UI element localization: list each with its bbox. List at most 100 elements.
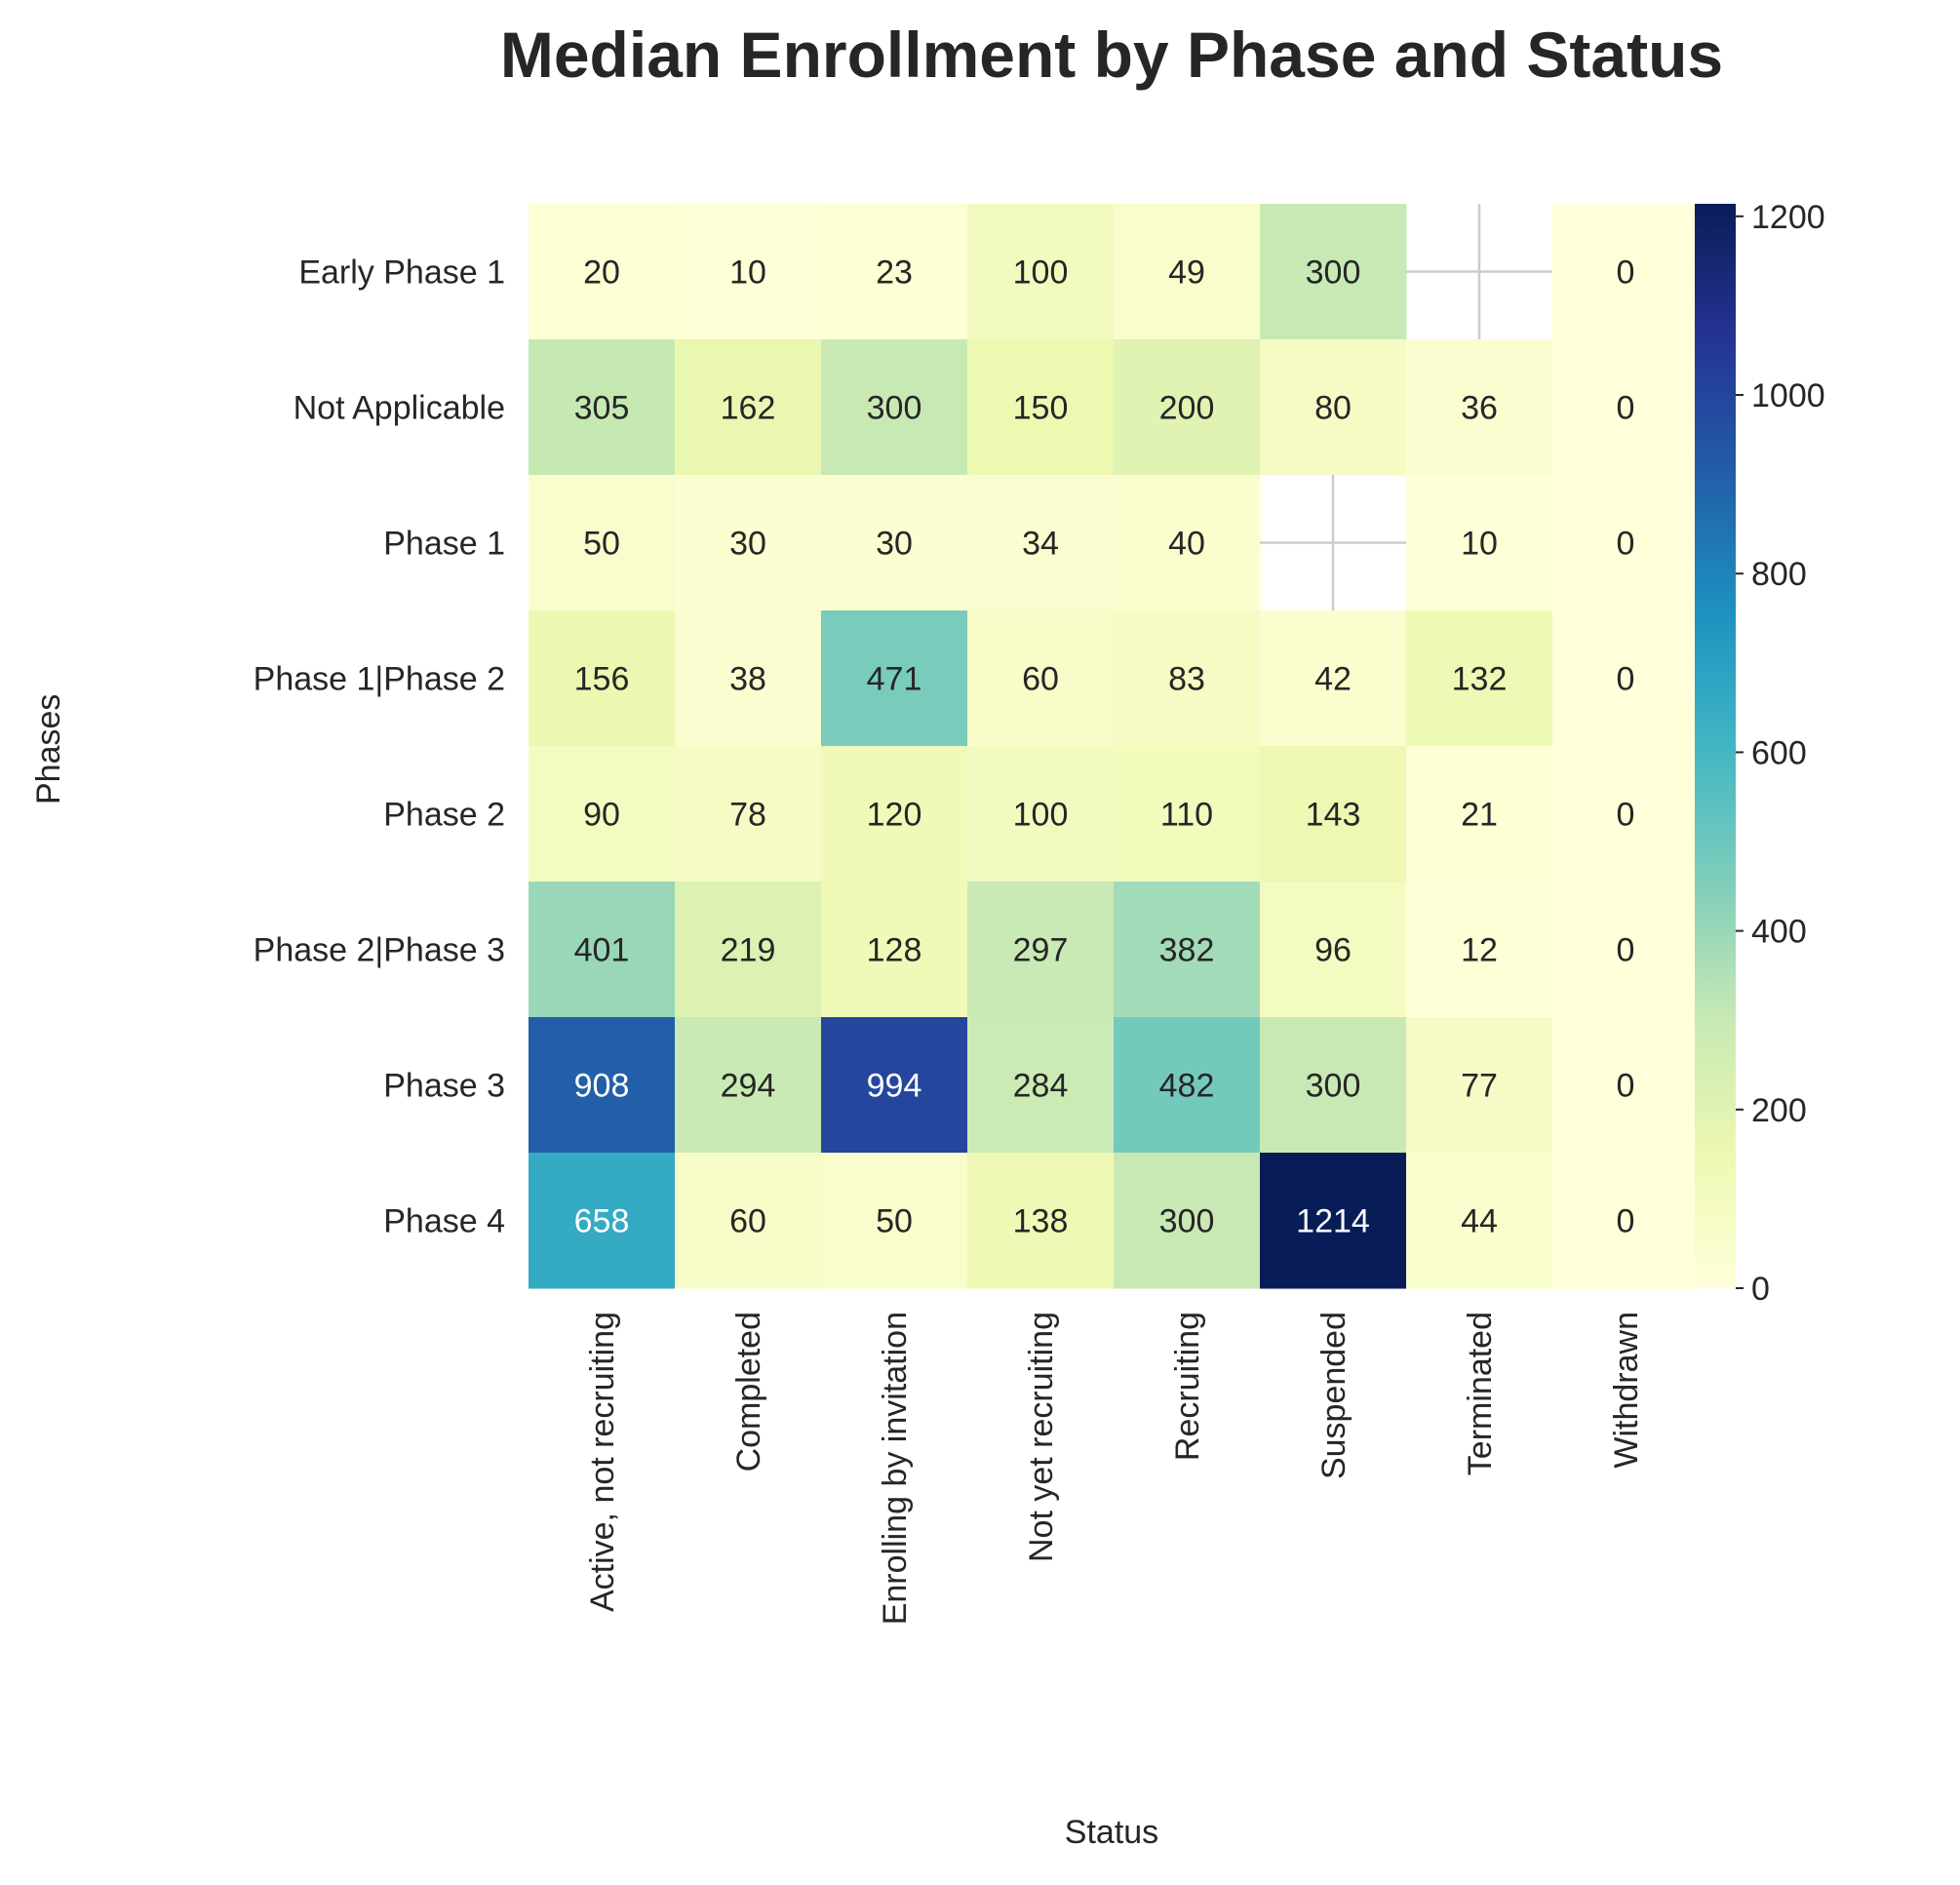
heatmap-cell xyxy=(675,339,822,476)
heatmap-cell xyxy=(1406,746,1553,883)
colorbar-tick-label: 400 xyxy=(1751,914,1807,951)
cell-value-label: 143 xyxy=(1306,797,1361,834)
colorbar-tick-label: 200 xyxy=(1751,1092,1807,1129)
cell-value-label: 40 xyxy=(1168,526,1205,563)
cell-value-label: 0 xyxy=(1617,1203,1635,1240)
heatmap-cell xyxy=(1114,475,1261,611)
cell-value-label: 60 xyxy=(729,1203,766,1240)
cell-value-label: 50 xyxy=(876,1203,913,1240)
cell-value-label: 38 xyxy=(729,661,766,698)
heatmap-cell xyxy=(529,746,676,883)
heatmap-cell xyxy=(1114,882,1261,1018)
x-tick-labels: Active, not recruiting Completed Enrolling… xyxy=(584,1312,1645,1625)
heatmap-cell xyxy=(529,475,676,611)
cell-value-label: 0 xyxy=(1617,255,1635,292)
cell-value-label: 44 xyxy=(1461,1203,1498,1240)
heatmap-cell xyxy=(1260,1153,1407,1289)
cell-value-label: 0 xyxy=(1617,526,1635,563)
heatmap-cell xyxy=(967,746,1115,883)
cell-value-label: 471 xyxy=(867,661,922,698)
cell-value-label: 658 xyxy=(574,1203,630,1240)
cell-value-label: 0 xyxy=(1617,390,1635,427)
heatmap-cell xyxy=(967,1153,1115,1289)
cell-value-label: 297 xyxy=(1013,932,1069,969)
y-tick-label: Phase 1 xyxy=(383,526,505,563)
cell-value-label: 994 xyxy=(867,1068,922,1105)
x-tick-label: Enrolling by invitation xyxy=(877,1312,914,1625)
heatmap-cell xyxy=(1260,1017,1407,1154)
cell-value-label: 284 xyxy=(1013,1068,1069,1105)
heatmap-cell xyxy=(821,746,968,883)
heatmap-cell xyxy=(1114,339,1261,476)
x-tick-label: Recruiting xyxy=(1169,1312,1206,1461)
heatmap-cell xyxy=(1552,339,1700,476)
heatmap-cell xyxy=(967,339,1115,476)
cell-value-label: 60 xyxy=(1022,661,1059,698)
cell-value-label: 300 xyxy=(867,390,922,427)
cell-value-label: 305 xyxy=(574,390,630,427)
heatmap-cell xyxy=(1260,610,1407,747)
heatmap-cell xyxy=(675,882,822,1018)
heatmap-cell xyxy=(1552,882,1700,1018)
heatmap-cell xyxy=(1552,1153,1700,1289)
heatmap-cell xyxy=(821,339,968,476)
cell-value-label: 482 xyxy=(1159,1068,1215,1105)
cell-value-label: 294 xyxy=(721,1068,776,1105)
cell-value-label: 12 xyxy=(1461,932,1498,969)
x-tick-label: Suspended xyxy=(1315,1312,1352,1479)
heatmap-cell xyxy=(821,204,968,340)
cell-value-label: 77 xyxy=(1461,1068,1498,1105)
cell-value-label: 0 xyxy=(1617,932,1635,969)
heatmap-cell xyxy=(1260,204,1407,340)
heatmap-cell xyxy=(1406,475,1553,611)
cell-value-label: 300 xyxy=(1306,1068,1361,1105)
heatmap-cell xyxy=(1114,1017,1261,1154)
heatmap-cell xyxy=(821,1017,968,1154)
heatmap-cell xyxy=(1406,882,1553,1018)
heatmap-cell xyxy=(675,475,822,611)
colorbar-tick-label: 1000 xyxy=(1751,377,1825,414)
colorbar-tick-label: 800 xyxy=(1751,556,1807,593)
colorbar-tick-label: 600 xyxy=(1751,734,1807,771)
heatmap-cell xyxy=(675,746,822,883)
heatmap-cell xyxy=(967,610,1115,747)
cell-value-label: 30 xyxy=(729,526,766,563)
heatmap-cell xyxy=(967,475,1115,611)
heatmap-cell xyxy=(821,475,968,611)
cell-value-label: 50 xyxy=(583,526,620,563)
heatmap-cell xyxy=(1552,610,1700,747)
cell-value-label: 110 xyxy=(1160,797,1213,834)
x-axis-label: Status xyxy=(1064,1814,1159,1851)
colorbar-gradient xyxy=(1695,204,1736,1288)
cell-value-label: 128 xyxy=(867,932,922,969)
cell-value-label: 908 xyxy=(574,1068,630,1105)
heatmap-cell xyxy=(1114,746,1261,883)
cell-value-label: 10 xyxy=(1461,526,1498,563)
cell-value-label: 300 xyxy=(1159,1203,1215,1240)
heatmap-cell xyxy=(1406,610,1553,747)
cell-value-label: 21 xyxy=(1461,797,1498,834)
cell-value-label: 90 xyxy=(583,797,620,834)
cell-value-label: 36 xyxy=(1461,390,1498,427)
x-tick-label: Active, not recruiting xyxy=(584,1312,621,1612)
heatmap-cell xyxy=(529,882,676,1018)
y-tick-label: Not Applicable xyxy=(294,390,505,427)
heatmap-cell xyxy=(1406,1153,1553,1289)
y-tick-label: Phase 2|Phase 3 xyxy=(254,932,505,969)
heatmap-cells xyxy=(529,204,1700,1289)
heatmap-cell xyxy=(821,610,968,747)
heatmap-cell xyxy=(967,882,1115,1018)
cell-value-label: 0 xyxy=(1617,797,1635,834)
heatmap-cell xyxy=(1552,1017,1700,1154)
colorbar: 0 200 400 600 800 1000 1200 xyxy=(1695,199,1825,1308)
x-tick-label: Terminated xyxy=(1462,1312,1499,1475)
cell-value-label: 20 xyxy=(583,255,620,292)
heatmap-cell xyxy=(1114,1153,1261,1289)
cell-value-label: 219 xyxy=(721,932,776,969)
cell-value-label: 382 xyxy=(1159,932,1215,969)
heatmap-cell xyxy=(529,1153,676,1289)
y-tick-labels: Early Phase 1 Not Applicable Phase 1 Phase … xyxy=(254,255,505,1240)
cell-value-label: 162 xyxy=(721,390,776,427)
